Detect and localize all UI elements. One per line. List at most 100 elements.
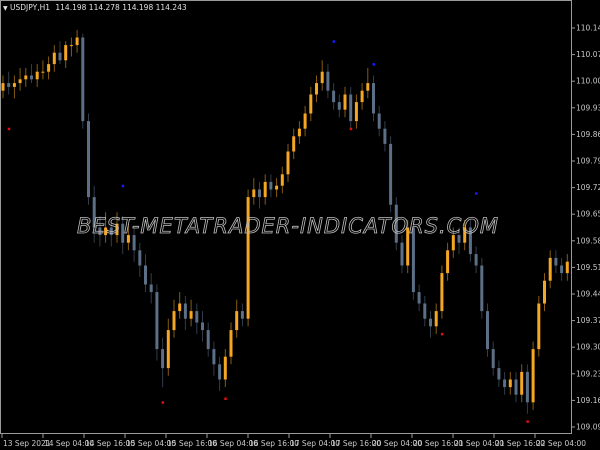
- candle: [457, 227, 461, 255]
- candle: [337, 94, 341, 118]
- candle-body: [543, 280, 546, 304]
- candle: [269, 174, 273, 198]
- candle-body: [64, 45, 68, 61]
- candle: [377, 105, 381, 137]
- candle: [491, 341, 495, 376]
- candle: [172, 299, 176, 338]
- candle-body: [132, 235, 136, 251]
- price-axis[interactable]: 110.145 110.075 110.005 109.935 109.865 109.7…: [571, 24, 600, 432]
- y-tick-label: 109.585: [576, 236, 600, 245]
- candle: [406, 219, 410, 274]
- y-tick-label: 109.165: [576, 396, 600, 405]
- candle: [394, 197, 398, 251]
- candle: [178, 292, 182, 319]
- x-tick-label: 22 Sep 04:00: [536, 439, 586, 448]
- candle-body: [115, 223, 119, 236]
- candle: [121, 216, 125, 255]
- candle-body: [565, 261, 569, 274]
- candle: [383, 121, 387, 152]
- candle-body: [423, 303, 427, 319]
- candle: [240, 303, 244, 327]
- candle: [235, 299, 239, 338]
- candle-body: [554, 257, 558, 266]
- candle: [440, 265, 444, 319]
- candle-body: [337, 102, 341, 110]
- candle-body: [297, 128, 301, 137]
- x-tick-label: 14 Sep 16:00: [85, 439, 135, 448]
- candle-body: [98, 227, 102, 236]
- open-value: 114.198: [55, 3, 87, 12]
- candle-body: [474, 254, 478, 266]
- watermark: BEST-METATRADER-INDICATORS.COM: [77, 214, 499, 238]
- candle-body: [201, 322, 204, 331]
- candle-body: [343, 94, 347, 110]
- candle: [155, 284, 159, 361]
- candle-body: [87, 121, 90, 198]
- candle: [497, 360, 501, 388]
- x-tick-label: 17 Sep 16:00: [331, 439, 381, 448]
- y-tick-label: 109.095: [576, 423, 600, 432]
- candle: [206, 322, 210, 357]
- candle-body: [560, 265, 564, 274]
- low-value: 114.198: [122, 3, 154, 12]
- candle-body: [332, 90, 336, 103]
- candle: [446, 242, 450, 281]
- candle: [554, 250, 558, 274]
- candle: [229, 322, 233, 365]
- triangle-down-icon[interactable]: ▼: [3, 5, 8, 12]
- candle-body: [354, 102, 358, 122]
- candle-body: [417, 292, 421, 304]
- candle-body: [451, 235, 455, 251]
- candle: [309, 86, 313, 122]
- candle-body: [58, 52, 62, 61]
- candle-body: [75, 37, 79, 46]
- candle: [565, 254, 569, 281]
- candle: [548, 250, 552, 289]
- candle: [400, 235, 404, 274]
- candle: [252, 178, 256, 205]
- candle-body: [394, 204, 398, 243]
- candle-body: [24, 75, 28, 80]
- chart-frame: [0, 0, 572, 434]
- candle: [223, 349, 227, 388]
- candle-body: [514, 379, 518, 395]
- candle-body: [303, 113, 307, 129]
- candle: [486, 303, 489, 357]
- candle: [360, 83, 364, 110]
- candle: [52, 45, 56, 72]
- candle: [189, 299, 193, 327]
- candle: [81, 33, 85, 129]
- low-marker: [161, 401, 165, 404]
- high-marker: [372, 63, 375, 66]
- candle: [98, 216, 102, 247]
- candle-body: [246, 197, 250, 319]
- candle: [423, 295, 427, 327]
- candle-body: [212, 349, 216, 365]
- candle-body: [189, 311, 193, 319]
- candle-body: [275, 185, 279, 190]
- candle-body: [18, 79, 22, 84]
- y-tick-label: 109.935: [576, 103, 600, 112]
- candle: [212, 341, 216, 376]
- y-tick-label: 109.445: [576, 290, 600, 299]
- candle: [292, 128, 296, 160]
- candle-body: [223, 356, 227, 380]
- candle: [531, 341, 535, 410]
- symbol-label: USDJPY,H1: [10, 3, 50, 12]
- markers-layer: [7, 40, 529, 423]
- candle-body: [508, 379, 512, 388]
- candle: [47, 56, 51, 80]
- low-marker: [349, 127, 353, 131]
- x-tick-label: 13 Sep 2021: [3, 439, 51, 448]
- x-tick-label: 16 Sep 04:00: [208, 439, 258, 448]
- candle-body: [315, 83, 318, 95]
- candle: [258, 181, 261, 209]
- high-marker: [332, 40, 336, 43]
- candle-body: [372, 83, 375, 114]
- candle: [12, 75, 16, 99]
- y-tick-label: 109.305: [576, 343, 600, 352]
- candles-layer: [1, 29, 569, 414]
- candle-body: [411, 227, 415, 293]
